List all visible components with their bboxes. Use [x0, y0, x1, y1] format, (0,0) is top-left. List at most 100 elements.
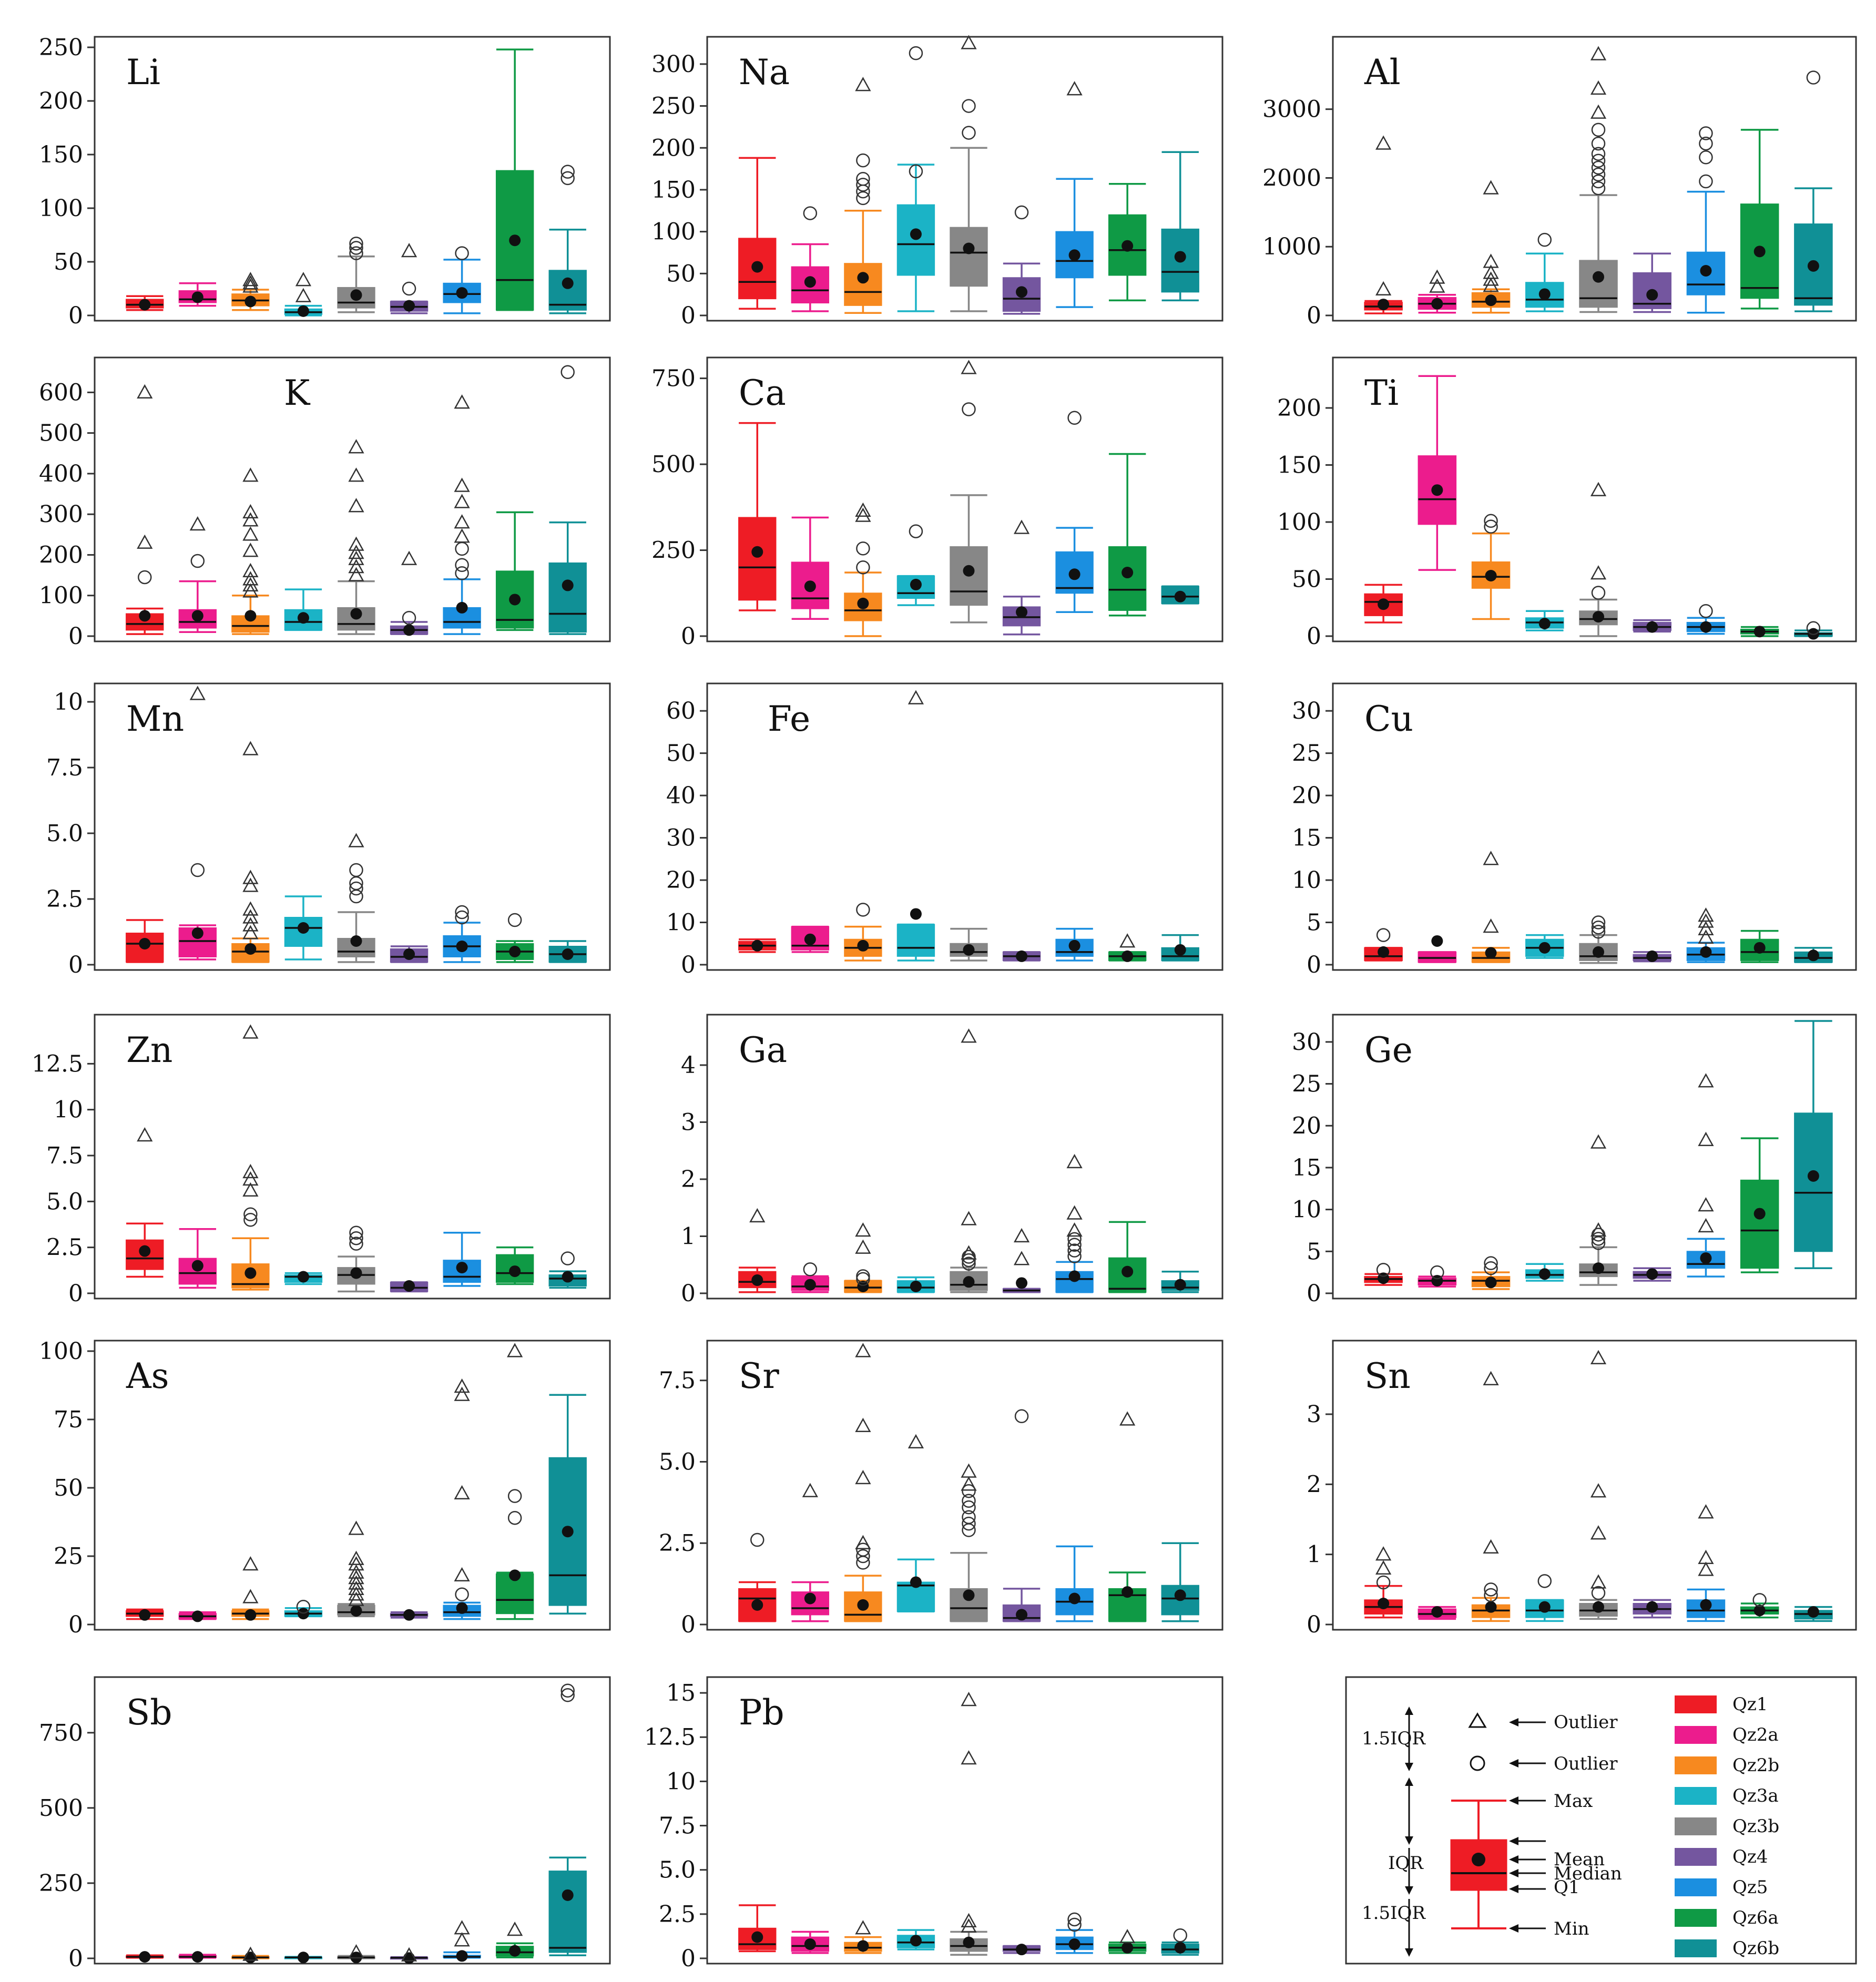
outlier-triangle [348, 1591, 364, 1606]
y-tick-label: 0 [68, 302, 83, 329]
mean-marker [1485, 294, 1497, 307]
panel-frame [1332, 1340, 1857, 1631]
outlier-triangle [908, 1434, 924, 1448]
outlier-triangle [454, 394, 470, 409]
y-tick-label: 100 [1277, 509, 1321, 536]
mean-marker [456, 601, 468, 614]
box-qz5 [1055, 411, 1094, 613]
mean-marker [751, 546, 763, 558]
outlier-triangle [1375, 281, 1392, 295]
box-qz2a [178, 282, 217, 307]
outlier-triangle [1698, 907, 1714, 922]
box-qz4 [390, 1947, 429, 1964]
outlier-triangle [961, 360, 977, 374]
box-qz3a [896, 1434, 935, 1612]
mean-marker [1593, 1262, 1604, 1274]
outlier-triangle [242, 1171, 259, 1186]
legend-swatch-qz1 [1675, 1695, 1717, 1713]
mean-marker [403, 1609, 415, 1621]
legend-label-outlier-circle: Outlier [1554, 1753, 1618, 1774]
y-tick-label: 150 [651, 177, 696, 203]
legend-outlier-triangle [1468, 1712, 1487, 1728]
mean-marker [857, 597, 869, 609]
outlier-triangle [454, 1932, 470, 1947]
mean-marker [1485, 947, 1497, 959]
outlier-triangle [855, 502, 871, 517]
box-qz1 [126, 1127, 164, 1278]
legend-swatch-qz5 [1675, 1878, 1717, 1896]
box-qz5 [1055, 81, 1094, 308]
iqr-box [896, 924, 935, 957]
box-qz6b [1794, 621, 1833, 640]
mean-marker [509, 594, 521, 606]
outlier-circle [1699, 604, 1713, 618]
mean-marker [403, 948, 415, 960]
mean-marker [1378, 299, 1390, 311]
outlier-triangle [1013, 1251, 1030, 1265]
y-tick-label: 20 [666, 867, 696, 894]
outlier-triangle [1698, 1561, 1714, 1576]
outlier-circle [190, 554, 205, 568]
outlier-circle [507, 913, 522, 927]
box-qz6a [495, 48, 534, 311]
box-qz4 [1633, 619, 1671, 633]
mean-marker [1016, 1944, 1028, 1956]
mean-marker [139, 1245, 151, 1257]
mean-marker [1485, 1601, 1497, 1613]
mean-marker [1700, 265, 1712, 277]
mean-marker [963, 1936, 975, 1948]
box-qz3a [284, 895, 323, 961]
outlier-circle [1591, 154, 1606, 168]
mean-marker [804, 580, 816, 592]
y-tick-label: 5.0 [46, 1188, 83, 1215]
mean-marker [562, 1889, 574, 1901]
outlier-circle [962, 1494, 976, 1508]
mean-marker [1431, 298, 1443, 310]
outlier-circle [962, 1510, 976, 1524]
box-qz2b [231, 1024, 270, 1291]
box-qz3a [896, 1929, 935, 1950]
mean-marker [751, 1274, 763, 1286]
outlier-triangle [855, 1469, 871, 1485]
outlier-triangle [1698, 1197, 1714, 1212]
panel-ga: 0 1 2 3 4 Ga [681, 1014, 1224, 1307]
y-tick-label: 300 [651, 51, 696, 78]
legend-frame [1345, 1676, 1857, 1965]
outlier-triangle [1119, 933, 1136, 948]
mean-marker [963, 1589, 975, 1601]
box-qz4 [1002, 950, 1041, 962]
outlier-circle [349, 237, 363, 251]
mean-marker [562, 579, 574, 591]
iqr-box [738, 517, 777, 601]
mean-marker [1121, 567, 1134, 579]
outlier-triangle [1483, 180, 1499, 195]
mean-marker [350, 1267, 362, 1279]
mean-marker [562, 948, 574, 960]
outlier-circle [507, 1510, 522, 1525]
legend-label-q1: Q1 [1554, 1877, 1580, 1898]
outlier-triangle [295, 288, 312, 302]
outlier-triangle [454, 514, 470, 529]
legend-label-min: Min [1554, 1918, 1589, 1939]
mean-marker [1646, 1601, 1658, 1613]
y-tick-label: 3 [681, 1109, 696, 1136]
y-tick-label: 15 [1292, 825, 1321, 852]
outlier-circle [1484, 1256, 1498, 1270]
outlier-triangle [961, 35, 977, 49]
panel-frame [706, 682, 1224, 971]
legend-iqr-arrowhead-top [1405, 1836, 1413, 1845]
panel-title: Ti [1364, 373, 1399, 413]
box-qz2b [231, 1556, 270, 1621]
outlier-triangle [454, 1378, 470, 1393]
outlier-triangle [1698, 1549, 1714, 1564]
outlier-triangle [1590, 482, 1607, 496]
legend-label-mean: Mean [1554, 1849, 1605, 1870]
outlier-triangle [242, 563, 259, 578]
y-tick-label: 30 [1292, 1029, 1321, 1056]
legend-iqr-upper-arrowhead-bottom [1405, 1763, 1413, 1771]
mean-marker [1174, 590, 1186, 602]
box-qz3b [1579, 1350, 1618, 1620]
y-tick-label: 7.5 [46, 754, 83, 781]
outlier-triangle [1013, 1228, 1030, 1243]
box-qz6a [495, 913, 534, 963]
